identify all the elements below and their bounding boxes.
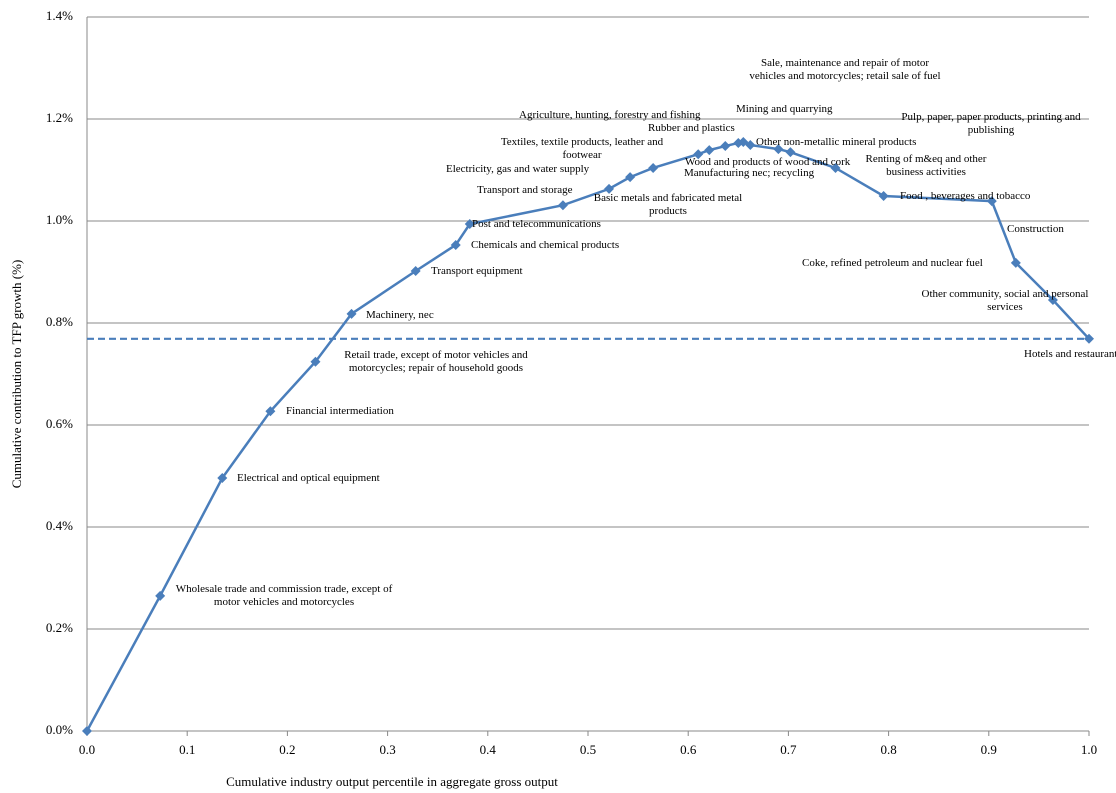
- point-label: Other community, social and personal ser…: [921, 288, 1089, 313]
- x-tick-label: 0.6: [680, 742, 697, 757]
- data-point: [82, 726, 92, 736]
- point-label: Other non-metallic mineral products: [756, 136, 917, 148]
- x-tick-label: 0.8: [880, 742, 896, 757]
- data-point: [648, 162, 659, 173]
- x-tick-label: 0.4: [480, 742, 497, 757]
- point-label: Transport equipment: [431, 265, 523, 277]
- point-label: Textiles, textile products, leather and …: [500, 136, 664, 161]
- point-label: Wholesale trade and commission trade, ex…: [175, 583, 393, 608]
- point-label: Hotels and restaurants: [1024, 348, 1116, 360]
- data-point: [785, 147, 796, 158]
- data-point: [217, 473, 228, 484]
- point-label: Construction: [1007, 223, 1064, 235]
- data-point: [625, 172, 636, 183]
- point-label: Mining and quarrying: [736, 103, 833, 115]
- point-label: Electrical and optical equipment: [237, 472, 380, 484]
- point-label: Manufacturing nec; recycling: [684, 167, 815, 179]
- data-point: [986, 196, 997, 207]
- data-point: [450, 239, 461, 250]
- y-axis-label: Cumulative contribution to TFP growth (%…: [9, 260, 24, 489]
- data-point: [738, 136, 749, 147]
- point-label: Transport and storage: [477, 184, 573, 196]
- data-point: [878, 191, 889, 202]
- x-tick-label: 0.1: [179, 742, 195, 757]
- y-tick-label: 1.2%: [46, 110, 73, 125]
- point-label: Agriculture, hunting, forestry and fishi…: [519, 109, 701, 121]
- point-label: Renting of m&eq and other business activ…: [865, 153, 987, 178]
- y-tick-label: 1.4%: [46, 8, 73, 23]
- data-point: [720, 141, 731, 152]
- point-label: Machinery, nec: [366, 309, 434, 321]
- y-tick-label: 0.4%: [46, 518, 73, 533]
- x-tick-label: 0.0: [79, 742, 95, 757]
- data-point: [1084, 333, 1094, 344]
- x-tick-label: 0.2: [279, 742, 295, 757]
- data-point: [310, 356, 321, 367]
- x-tick-label: 0.9: [981, 742, 997, 757]
- data-point: [464, 219, 475, 230]
- point-label: Sale, maintenance and repair of motor ve…: [749, 57, 941, 82]
- point-label: Electricity, gas and water supply: [446, 163, 590, 175]
- point-label: Retail trade, except of motor vehicles a…: [344, 349, 528, 374]
- point-label: Chemicals and chemical products: [471, 239, 620, 251]
- point-label: Basic metals and fabricated metal produc…: [593, 192, 743, 217]
- data-point: [704, 145, 715, 156]
- data-point: [410, 265, 421, 276]
- data-point: [557, 200, 568, 211]
- point-label: Pulp, paper, paper products, printing an…: [901, 111, 1081, 136]
- data-point: [155, 590, 166, 601]
- point-label: Wood and products of wood and cork: [685, 156, 851, 168]
- point-label: Rubber and plastics: [648, 122, 735, 134]
- data-point: [830, 162, 841, 173]
- data-point: [1010, 257, 1021, 268]
- point-label: Coke, refined petroleum and nuclear fuel: [802, 257, 983, 269]
- data-point: [604, 183, 615, 194]
- x-tick-label: 1.0: [1081, 742, 1097, 757]
- y-tick-label: 0.6%: [46, 416, 73, 431]
- x-tick-label: 0.7: [780, 742, 797, 757]
- y-tick-label: 0.8%: [46, 314, 73, 329]
- y-tick-label: 1.0%: [46, 212, 73, 227]
- point-label: Financial intermediation: [286, 405, 394, 417]
- data-point: [265, 406, 276, 417]
- point-label: Food , beverages and tobacco: [900, 190, 1031, 202]
- y-tick-label: 0.0%: [46, 722, 73, 737]
- data-point: [1047, 295, 1058, 306]
- point-label: Post and telecommunications: [472, 218, 601, 230]
- x-axis-label: Cumulative industry output percentile in…: [226, 774, 558, 789]
- x-tick-label: 0.3: [379, 742, 395, 757]
- data-point: [346, 308, 357, 319]
- data-point: [773, 144, 784, 155]
- x-tick-label: 0.5: [580, 742, 596, 757]
- y-tick-label: 0.2%: [46, 620, 73, 635]
- data-point: [693, 149, 704, 160]
- data-point: [745, 140, 756, 151]
